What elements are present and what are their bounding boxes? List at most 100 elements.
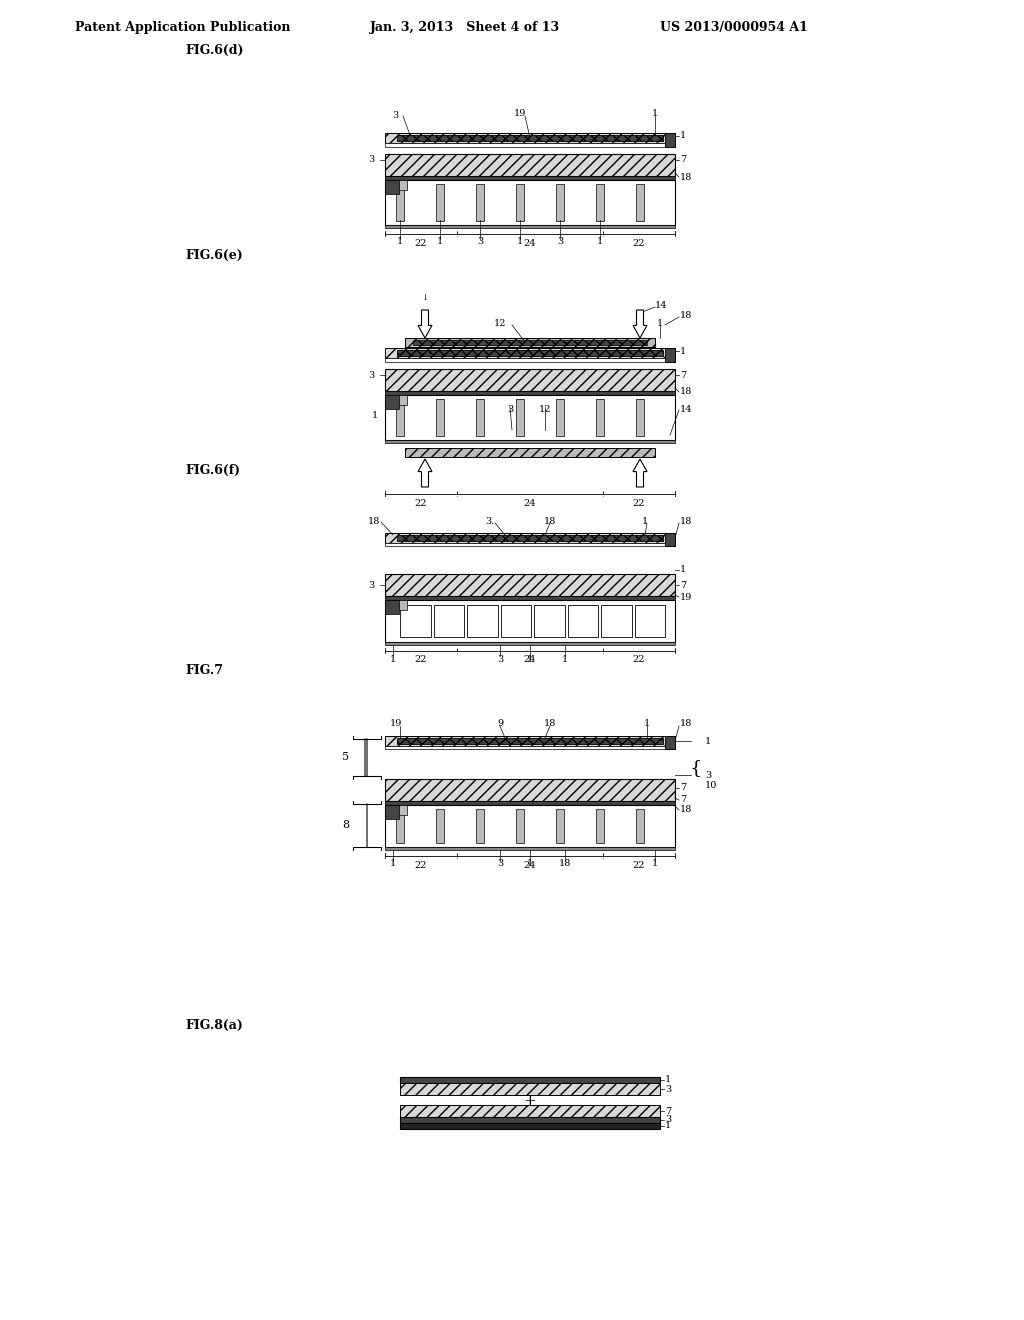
Text: 1: 1: [680, 132, 686, 140]
Text: FIG.6(d): FIG.6(d): [185, 44, 244, 57]
Bar: [567, 605, 598, 638]
Bar: [385, 746, 675, 748]
Text: 1: 1: [390, 859, 396, 869]
Text: 3: 3: [497, 655, 503, 664]
Text: 3: 3: [665, 1085, 672, 1093]
Text: 1: 1: [562, 655, 568, 664]
Polygon shape: [633, 310, 647, 338]
Bar: [397, 135, 663, 141]
Bar: [385, 395, 399, 409]
Bar: [385, 133, 675, 143]
Polygon shape: [418, 310, 432, 338]
Text: FIG.7: FIG.7: [185, 664, 223, 676]
Bar: [665, 133, 675, 147]
Text: 10: 10: [705, 780, 718, 789]
Text: 3: 3: [557, 238, 563, 247]
Bar: [385, 391, 675, 395]
Text: 1: 1: [527, 655, 534, 664]
Text: 18: 18: [544, 719, 556, 729]
Bar: [385, 601, 399, 614]
Bar: [501, 605, 531, 638]
Text: Patent Application Publication: Patent Application Publication: [75, 21, 291, 33]
Text: 14: 14: [680, 405, 692, 414]
Text: 1: 1: [652, 859, 658, 869]
Bar: [385, 574, 675, 597]
Text: 12: 12: [539, 405, 551, 414]
Bar: [385, 847, 675, 850]
Text: 19: 19: [514, 108, 526, 117]
Bar: [516, 183, 524, 220]
Bar: [385, 440, 675, 444]
Bar: [385, 779, 675, 801]
Bar: [385, 805, 399, 818]
Bar: [476, 809, 484, 843]
Text: 7: 7: [680, 371, 686, 380]
Bar: [396, 399, 404, 436]
Bar: [406, 338, 655, 347]
Text: 18: 18: [680, 516, 692, 525]
Bar: [400, 605, 430, 638]
Text: 7: 7: [680, 784, 686, 792]
Text: 7: 7: [680, 796, 686, 804]
Bar: [636, 809, 644, 843]
Bar: [596, 183, 604, 220]
Bar: [400, 1105, 660, 1117]
Text: 3: 3: [477, 238, 483, 247]
Bar: [400, 1117, 660, 1123]
Bar: [556, 183, 564, 220]
Text: 1: 1: [656, 318, 664, 327]
Bar: [433, 605, 464, 638]
Text: 1: 1: [652, 108, 658, 117]
Text: 1: 1: [437, 238, 443, 247]
Text: 22: 22: [633, 861, 645, 870]
Text: 7: 7: [680, 581, 686, 590]
Bar: [385, 348, 675, 358]
Text: 18: 18: [680, 805, 692, 814]
Text: 1: 1: [665, 1122, 672, 1130]
Text: 24: 24: [523, 239, 537, 248]
Bar: [413, 341, 647, 345]
Text: 24: 24: [523, 499, 537, 507]
Bar: [399, 601, 407, 610]
Bar: [399, 180, 407, 190]
Text: 19: 19: [390, 719, 402, 729]
Text: 1: 1: [390, 655, 396, 664]
Text: 22: 22: [415, 656, 427, 664]
Bar: [397, 350, 663, 356]
Text: FIG.6(f): FIG.6(f): [185, 463, 240, 477]
Text: Jan. 3, 2013   Sheet 4 of 13: Jan. 3, 2013 Sheet 4 of 13: [370, 21, 560, 33]
Text: 1: 1: [680, 565, 686, 574]
Bar: [385, 180, 675, 224]
Text: 3: 3: [368, 581, 374, 590]
Bar: [385, 180, 399, 194]
Bar: [385, 543, 675, 546]
Bar: [436, 809, 444, 843]
Bar: [385, 805, 675, 847]
Text: 18: 18: [680, 719, 692, 729]
Bar: [636, 399, 644, 436]
Bar: [397, 738, 663, 744]
Bar: [385, 533, 675, 543]
Bar: [476, 399, 484, 436]
Bar: [385, 370, 675, 391]
Bar: [516, 399, 524, 436]
Text: US 2013/0000954 A1: US 2013/0000954 A1: [660, 21, 808, 33]
Bar: [596, 399, 604, 436]
Text: 22: 22: [415, 499, 427, 507]
Bar: [385, 801, 675, 805]
Bar: [665, 348, 675, 362]
Text: 18: 18: [680, 388, 692, 396]
Bar: [406, 447, 655, 457]
Text: 1: 1: [372, 411, 378, 420]
Text: 8: 8: [342, 821, 349, 830]
Bar: [385, 597, 675, 601]
Text: 22: 22: [633, 499, 645, 507]
Text: 1: 1: [517, 238, 523, 247]
Polygon shape: [633, 459, 647, 487]
Bar: [476, 183, 484, 220]
Bar: [400, 1082, 660, 1096]
Text: 1: 1: [705, 737, 712, 746]
Text: FIG.6(e): FIG.6(e): [185, 248, 243, 261]
Text: 14: 14: [655, 301, 668, 309]
Text: 5: 5: [342, 752, 349, 763]
